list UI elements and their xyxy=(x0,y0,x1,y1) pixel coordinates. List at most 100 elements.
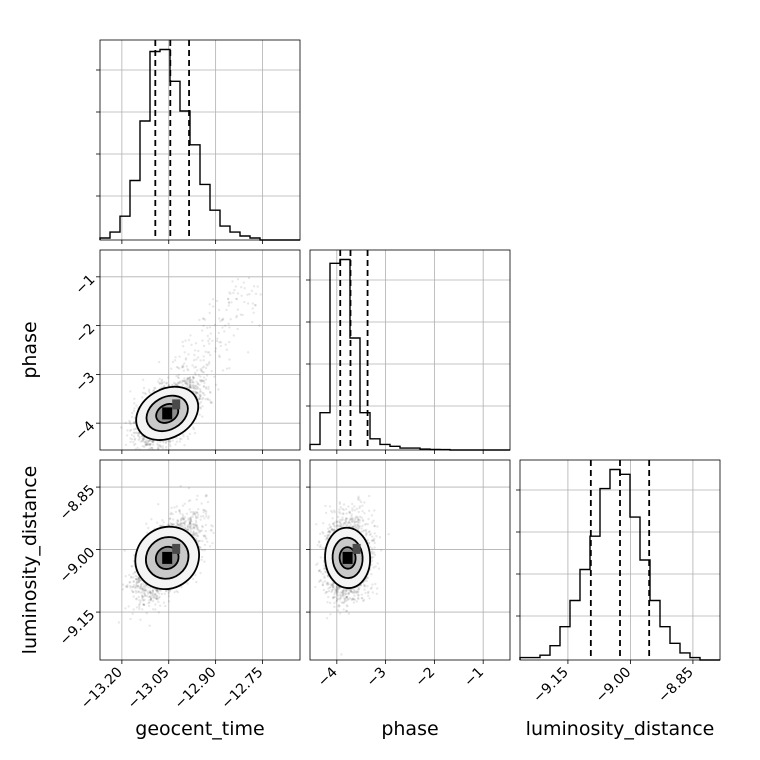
scatter-point xyxy=(146,590,149,594)
scatter-point xyxy=(193,371,197,374)
scatter-point xyxy=(162,601,166,604)
scatter-point xyxy=(227,301,230,304)
scatter-point xyxy=(146,592,150,595)
scatter-point xyxy=(206,397,209,400)
scatter-point xyxy=(199,395,202,398)
scatter-point xyxy=(188,525,192,528)
scatter-point xyxy=(140,595,144,598)
scatter-point xyxy=(195,517,198,520)
scatter-point xyxy=(137,433,140,436)
scatter-point xyxy=(146,440,149,444)
scatter-point xyxy=(128,421,132,424)
density-cell xyxy=(172,399,181,410)
scatter-point xyxy=(317,580,321,583)
scatter-point xyxy=(156,444,160,447)
scatter-point xyxy=(201,329,204,332)
scatter-point xyxy=(166,376,170,379)
scatter-point xyxy=(181,364,185,367)
scatter-point xyxy=(139,583,143,586)
scatter-point xyxy=(197,513,200,517)
x-tick-label-luminosity_distance: −9.00 xyxy=(593,664,635,706)
scatter-point xyxy=(195,385,198,388)
scatter-point xyxy=(199,407,202,410)
scatter-point xyxy=(170,511,173,515)
scatter-point xyxy=(353,509,356,512)
scatter-point xyxy=(144,443,148,447)
scatter-point xyxy=(151,589,154,592)
scatter-point xyxy=(181,379,184,382)
scatter-point xyxy=(134,442,137,446)
density-cell xyxy=(172,543,181,554)
scatter-point xyxy=(143,392,147,395)
scatter-point xyxy=(138,435,141,439)
scatter-point xyxy=(208,311,211,315)
scatter-panel-1-frame xyxy=(99,459,301,661)
scatter-point xyxy=(204,350,207,353)
scatter-point xyxy=(148,595,152,598)
scatter-point xyxy=(171,439,174,442)
scatter-point xyxy=(204,529,207,533)
scatter-point xyxy=(228,367,231,370)
scatter-point xyxy=(224,343,227,346)
scatter-point xyxy=(187,526,190,529)
scatter-point xyxy=(182,526,185,529)
scatter-point xyxy=(208,303,211,306)
scatter-point xyxy=(365,522,368,526)
scatter-point xyxy=(321,583,324,587)
scatter-point xyxy=(193,513,197,516)
scatter-point xyxy=(191,515,194,518)
scatter-point xyxy=(144,584,147,587)
scatter-point xyxy=(161,524,165,527)
scatter-point xyxy=(176,366,180,369)
scatter-point xyxy=(139,587,142,590)
scatter-point xyxy=(195,524,199,527)
hist-panel-phase-frame xyxy=(309,249,511,451)
scatter-point xyxy=(205,494,208,498)
scatter-point xyxy=(141,444,144,448)
scatter-point xyxy=(191,375,195,378)
scatter-panel-geocent_time-phase-bg xyxy=(100,250,300,450)
density-peak xyxy=(162,551,173,564)
scatter-point xyxy=(198,529,201,533)
scatter-point xyxy=(228,291,231,294)
scatter-point xyxy=(136,431,139,435)
scatter-point xyxy=(199,394,202,397)
scatter-point xyxy=(145,438,148,441)
scatter-point xyxy=(174,356,177,359)
scatter-point xyxy=(134,586,137,590)
scatter-point xyxy=(201,524,204,528)
scatter-point xyxy=(179,380,182,383)
scatter-point xyxy=(208,353,212,357)
scatter-point xyxy=(353,524,356,527)
scatter-point xyxy=(190,343,193,346)
scatter-point xyxy=(349,518,353,521)
scatter-point xyxy=(175,374,178,378)
scatter-point xyxy=(202,392,205,395)
scatter-point xyxy=(183,502,186,505)
scatter-point xyxy=(354,516,357,520)
scatter-point xyxy=(135,582,138,585)
scatter-point xyxy=(154,597,158,600)
scatter-point xyxy=(121,583,125,586)
scatter-point xyxy=(188,518,192,521)
scatter-point xyxy=(188,386,192,389)
scatter-point xyxy=(187,529,190,532)
scatter-point xyxy=(135,581,139,584)
scatter-point xyxy=(148,589,151,592)
scatter-point xyxy=(226,298,230,301)
scatter-point xyxy=(192,381,195,384)
scatter-point xyxy=(199,379,202,382)
scatter-point xyxy=(129,617,132,621)
scatter-point xyxy=(133,402,136,405)
scatter-point xyxy=(165,381,168,385)
scatter-point xyxy=(201,370,204,374)
scatter-point xyxy=(175,505,178,508)
scatter-point xyxy=(347,592,351,595)
scatter-point xyxy=(209,545,212,548)
histogram-luminosity_distance xyxy=(519,468,720,661)
scatter-point xyxy=(143,445,146,449)
scatter-point xyxy=(159,589,162,592)
scatter-point xyxy=(191,364,194,367)
scatter-point xyxy=(179,485,182,488)
scatter-point xyxy=(193,353,196,357)
